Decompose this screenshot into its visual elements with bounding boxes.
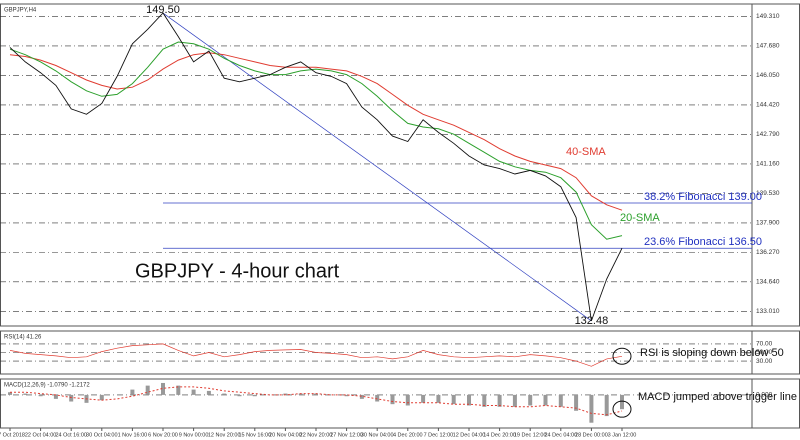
- y-tick-label: 0.000: [756, 392, 773, 399]
- macd-bar: [405, 394, 410, 406]
- macd-bar: [604, 394, 609, 417]
- macd-bar: [53, 394, 58, 399]
- macd-bar: [191, 389, 196, 395]
- x-tick-label: 12 Nov 20:00: [208, 432, 241, 438]
- macd-bar: [574, 394, 579, 411]
- macd-bar: [528, 394, 533, 406]
- macd-bar: [421, 394, 426, 403]
- macd-bar: [298, 393, 303, 395]
- macd-bar: [497, 394, 502, 407]
- x-tick-label: 28 Dec 00:00: [575, 432, 608, 438]
- x-tick-label: 3 Jan 12:00: [608, 432, 637, 438]
- x-tick-label: 20 Nov 04:00: [269, 432, 302, 438]
- macd-bar: [390, 394, 395, 405]
- x-tick-label: 1 Nov 16:00: [118, 432, 148, 438]
- signal-line: [10, 386, 623, 416]
- x-tick-label: 17 Oct 2018: [0, 432, 25, 438]
- macd-bar: [436, 394, 441, 403]
- y-tick-label: 144.420: [756, 102, 780, 109]
- macd-bar: [558, 394, 563, 407]
- y-tick-label: 137.900: [756, 220, 780, 227]
- macd-bar: [344, 394, 349, 397]
- macd-bar: [512, 394, 517, 407]
- trendline: [162, 12, 592, 322]
- y-tick-label: 50.00: [756, 349, 773, 356]
- macd-bar: [482, 394, 487, 407]
- y-tick-label: 30.00: [756, 358, 773, 365]
- macd-bar: [620, 394, 624, 410]
- fib-label: 23.6% Fibonacci 136.50: [644, 236, 762, 248]
- x-tick-label: 22 Nov 20:00: [300, 432, 333, 438]
- annotation: RSI is sloping down below 50: [640, 347, 784, 359]
- y-tick-label: 133.010: [756, 308, 780, 315]
- macd-bar: [543, 394, 548, 406]
- macd-bar: [451, 394, 456, 405]
- macd-bar: [145, 385, 150, 395]
- y-tick-label: 134.640: [756, 279, 780, 286]
- y-tick-label: 136.270: [756, 249, 780, 256]
- x-tick-label: 22 Oct 04:00: [25, 432, 57, 438]
- macd-bar: [38, 394, 43, 397]
- macd-bar: [252, 394, 257, 397]
- chart-title: GBPJPY - 4-hour chart: [135, 260, 340, 282]
- x-tick-label: 4 Dec 20:00: [393, 432, 423, 438]
- macd-bar: [237, 394, 242, 397]
- panel-title: MACD(12,26,9) -1.0790 -1.2172: [4, 383, 90, 389]
- x-tick-label: 24 Dec 04:00: [544, 432, 577, 438]
- x-tick-label: 14 Dec 20:00: [483, 432, 516, 438]
- macd-bar: [589, 394, 594, 423]
- fib-label: 38.2% Fibonacci 139.00: [644, 191, 762, 203]
- y-tick-label: 146.050: [756, 72, 780, 79]
- macd-bar: [467, 394, 471, 406]
- sma-label: 20-SMA: [620, 212, 660, 224]
- highlight-circle: [612, 347, 632, 365]
- symbol-label: GBPJPY,H4: [4, 8, 37, 14]
- peak-label: 149.50: [146, 4, 180, 16]
- macd-bar: [161, 382, 165, 395]
- x-tick-label: 30 Oct 04:00: [86, 432, 118, 438]
- sma-line: [9, 52, 623, 211]
- macd-bar: [359, 394, 364, 399]
- x-tick-label: 30 Nov 04:00: [361, 432, 394, 438]
- x-tick-label: 7 Dec 12:00: [424, 432, 454, 438]
- x-tick-label: 19 Dec 12:00: [514, 432, 547, 438]
- macd-bar: [23, 393, 28, 395]
- macd-bar: [314, 393, 318, 395]
- macd-bar: [8, 392, 12, 395]
- y-tick-label: 70.00: [756, 341, 773, 348]
- x-tick-label: 9 Nov 00:00: [179, 432, 209, 438]
- trough-label: 132.48: [575, 315, 609, 327]
- macd-bar: [69, 394, 74, 402]
- annotation: MACD jumped above trigger line: [638, 391, 797, 403]
- macd-bar: [206, 390, 211, 395]
- rsi-line: [9, 343, 623, 367]
- macd-bar: [176, 385, 181, 395]
- x-tick-label: 27 Nov 12:00: [330, 432, 363, 438]
- y-tick-label: 147.680: [756, 43, 780, 50]
- x-tick-label: 12 Dec 04:00: [453, 432, 486, 438]
- sma-label: 40-SMA: [566, 146, 606, 158]
- sma-line: [9, 41, 623, 240]
- y-tick-label: 142.790: [756, 131, 780, 138]
- x-tick-label: 24 Oct 16:00: [55, 432, 87, 438]
- macd-bar: [375, 394, 380, 402]
- y-tick-label: 139.530: [756, 190, 780, 197]
- macd-bar: [283, 393, 288, 395]
- y-tick-label: 141.160: [756, 161, 780, 168]
- price-line: [9, 12, 623, 322]
- x-tick-label: 6 Nov 20:00: [148, 432, 178, 438]
- macd-bar: [130, 389, 135, 395]
- highlight-circle: [612, 400, 632, 418]
- macd-bar: [99, 394, 104, 401]
- y-tick-label: 149.310: [756, 13, 780, 20]
- panel-title: RSI(14) 41.26: [4, 335, 42, 341]
- macd-bar: [222, 393, 227, 395]
- x-tick-label: 15 Nov 16:00: [238, 432, 271, 438]
